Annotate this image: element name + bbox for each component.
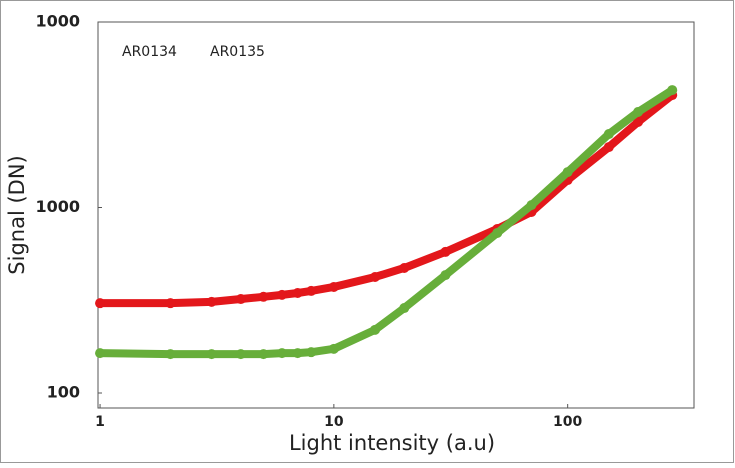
x-tick-label: 1 bbox=[95, 414, 105, 430]
data-point bbox=[165, 298, 176, 309]
y-tick-label: 100 bbox=[47, 382, 80, 401]
x-tick-label: 100 bbox=[553, 414, 582, 430]
data-point bbox=[603, 129, 614, 140]
data-point bbox=[292, 348, 303, 359]
data-point bbox=[235, 349, 246, 360]
data-point bbox=[206, 296, 217, 307]
data-point bbox=[258, 291, 269, 302]
data-point bbox=[165, 349, 176, 360]
data-point bbox=[399, 262, 410, 273]
x-axis-label: Light intensity (a.u) bbox=[289, 431, 495, 455]
data-point bbox=[667, 85, 678, 96]
data-point bbox=[633, 106, 644, 117]
data-point bbox=[328, 343, 339, 354]
data-point bbox=[562, 167, 573, 178]
plot-area bbox=[97, 21, 695, 409]
data-point bbox=[276, 348, 287, 359]
data-point bbox=[526, 200, 537, 211]
data-point bbox=[440, 270, 451, 281]
data-point bbox=[370, 324, 381, 335]
data-point bbox=[399, 303, 410, 314]
legend-entry: AR0135 bbox=[210, 44, 265, 60]
data-point bbox=[328, 281, 339, 292]
x-tick-label: 10 bbox=[324, 414, 344, 430]
data-point bbox=[206, 349, 217, 360]
data-point bbox=[95, 298, 106, 309]
y-tick-label: 1000 bbox=[35, 12, 80, 31]
legend-entry: AR0134 bbox=[122, 44, 177, 60]
data-point bbox=[258, 349, 269, 360]
data-point bbox=[633, 116, 644, 127]
data-point bbox=[276, 289, 287, 300]
data-point bbox=[492, 227, 503, 238]
data-point bbox=[95, 348, 106, 359]
data-point bbox=[370, 271, 381, 282]
data-point bbox=[306, 347, 317, 358]
y-tick-label: 1000 bbox=[35, 197, 80, 216]
data-point bbox=[235, 294, 246, 305]
data-point bbox=[440, 246, 451, 257]
data-point bbox=[292, 287, 303, 298]
y-axis-label: Signal (DN) bbox=[5, 155, 29, 274]
data-point bbox=[603, 142, 614, 153]
data-point bbox=[306, 285, 317, 296]
